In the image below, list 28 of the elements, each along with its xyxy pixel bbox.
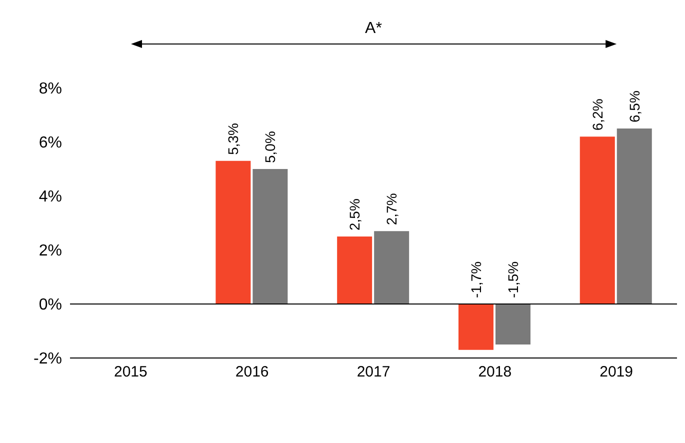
y-tick-label: 8%: [38, 80, 62, 98]
x-tick-label: 2019: [600, 364, 633, 381]
y-tick-label: 6%: [38, 134, 62, 152]
bar: [616, 128, 652, 304]
data-label: -1,5%: [504, 261, 521, 298]
data-label: 6,2%: [589, 98, 606, 131]
data-label: 5,0%: [262, 131, 278, 163]
data-label: 5,3%: [225, 122, 242, 155]
bar: [495, 304, 530, 344]
bar: [216, 160, 251, 304]
data-label: 6,5%: [626, 90, 642, 122]
data-label: 2,5%: [346, 198, 363, 230]
y-tick-label: 0%: [38, 296, 62, 314]
bar: [458, 304, 494, 350]
x-tick-label: 2017: [356, 364, 390, 381]
y-tick-label: 4%: [38, 188, 62, 206]
data-label: 2,7%: [384, 193, 400, 226]
y-tick-label: 2%: [38, 242, 62, 260]
y-tick-label: -2%: [34, 350, 62, 368]
text: A*: [364, 20, 383, 38]
x-tick-label: 2018: [478, 364, 512, 381]
bar: [580, 136, 615, 304]
bar: [252, 169, 288, 304]
bar: [337, 236, 372, 304]
bar: [374, 231, 410, 304]
data-label: -1,7%: [468, 261, 484, 298]
x-tick-label: 2016: [235, 364, 269, 381]
x-tick-label: 2015: [114, 364, 148, 381]
